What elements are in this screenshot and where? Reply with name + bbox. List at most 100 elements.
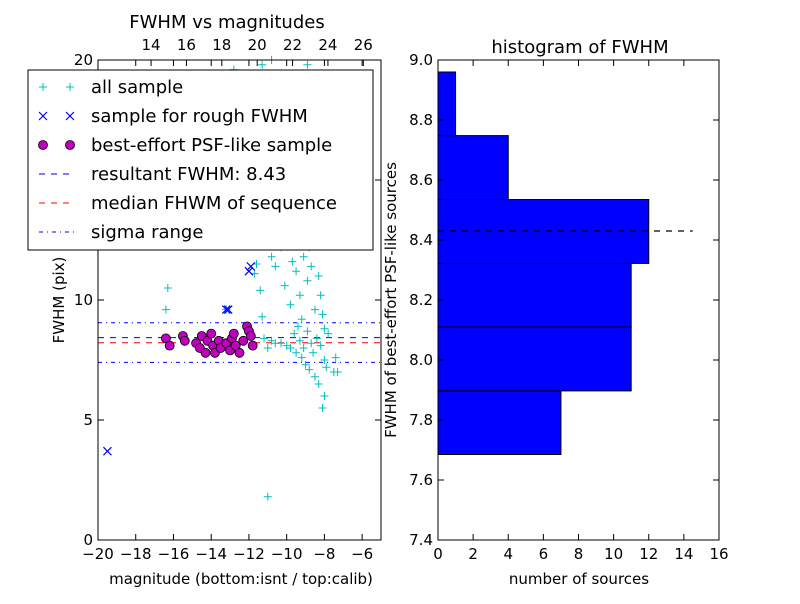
all-sample-point (320, 324, 329, 333)
legend-label-sigma: sigma range (91, 222, 203, 243)
scatter-x-tick-label: −8 (313, 545, 335, 563)
histogram-bar (437, 262, 632, 328)
rough-sample-point (103, 446, 112, 456)
legend-rough-marker (38, 111, 48, 121)
rough-sample-point (221, 305, 231, 315)
histogram-y-tick-label: 9.0 (409, 51, 433, 69)
all-sample-point (299, 344, 308, 352)
scatter-x-label: magnitude (bottom:isnt / top:calib) (109, 570, 373, 588)
rough-sample-point (244, 266, 254, 276)
legend-all-sample-marker (39, 83, 47, 91)
all-sample-point (263, 492, 272, 501)
scatter-x-tick-label: −18 (120, 545, 152, 563)
histogram-x-label: number of sources (509, 570, 649, 588)
all-sample-point (271, 262, 280, 271)
legend-rough-marker (65, 111, 75, 121)
all-sample-point (310, 372, 319, 381)
histogram-y-tick-label: 8.0 (409, 351, 433, 369)
all-sample-point (303, 327, 312, 336)
all-sample-point (163, 284, 172, 292)
all-sample-point (318, 404, 327, 412)
best-effort-point (228, 328, 239, 339)
histogram-bar (437, 390, 562, 455)
legend-label-resultant: resultant FWHM: 8.43 (91, 164, 286, 185)
legend-best-effort-marker (38, 140, 48, 150)
histogram-y-tick-label: 8.4 (409, 231, 433, 249)
histogram-x-tick-label: 12 (639, 545, 658, 563)
all-sample-point (293, 322, 302, 331)
histogram-x-tick-label: 16 (709, 545, 728, 563)
scatter-x-tick-label: −6 (351, 545, 373, 563)
all-sample-point (303, 276, 312, 285)
all-sample-point (320, 356, 329, 364)
all-sample-point (316, 291, 325, 300)
histogram-y-tick-label: 7.8 (409, 411, 433, 429)
all-sample-point (316, 341, 325, 350)
all-sample-point (292, 348, 301, 357)
legend-best-effort-marker (65, 140, 75, 150)
histogram-y-tick-label: 7.4 (409, 531, 433, 549)
scatter-top-tick-label: 18 (212, 36, 231, 54)
histogram-y-tick-label: 8.6 (409, 171, 433, 189)
best-effort-point (200, 347, 211, 358)
all-sample-point (267, 336, 276, 345)
best-effort-point (247, 340, 258, 351)
all-sample-point (280, 281, 289, 290)
all-sample-point (282, 341, 291, 350)
histogram-x-tick-label: 0 (433, 545, 443, 563)
histogram-title: histogram of FWHM (491, 37, 668, 58)
all-sample-point (333, 368, 342, 376)
all-sample-point (288, 257, 297, 266)
histogram-panel: 0 2 4 6 8 10 12 14 16 7.4 7.6 7.8 8.0 8.2 8.4 8.6 8.8 9.0… (382, 37, 729, 588)
best-effort-point (164, 340, 175, 351)
histogram-y-label: FWHM of best-effort PSF-like sources (382, 162, 400, 438)
all-sample-point (161, 305, 170, 314)
scatter-legend: all sample sample for rough FWHM best-effo… (27, 69, 374, 251)
scatter-y-label: FWHM (pix) (50, 257, 68, 344)
histogram-x-tick-label: 10 (604, 545, 623, 563)
all-sample-point (256, 286, 265, 295)
histogram-plot-area (437, 71, 693, 455)
all-sample-point (290, 329, 299, 338)
legend-label-rough: sample for rough FWHM (91, 106, 308, 127)
histogram-y-tick-label: 7.6 (409, 471, 433, 489)
scatter-x-tick-label: −16 (158, 545, 190, 563)
scatter-panel: −20 −18 −16 −14 −12 −10 −8 −6 14 16 18 20 22 24 26 0 5 10… (27, 12, 382, 588)
all-sample-point (299, 252, 308, 261)
legend-box (27, 69, 374, 251)
histogram-x-tick-label: 8 (574, 545, 584, 563)
histogram-x-tick-label: 4 (503, 545, 513, 563)
histogram-x-tick-label: 14 (674, 545, 693, 563)
histogram-y-tick-label: 8.2 (409, 291, 433, 309)
all-sample-point (314, 272, 323, 280)
scatter-top-tick-label: 14 (142, 36, 161, 54)
all-sample-point (297, 353, 306, 362)
scatter-x-tick-label: −12 (233, 545, 265, 563)
best-effort-point (238, 335, 249, 346)
all-sample-point (318, 310, 327, 319)
scatter-top-tick-label: 20 (248, 36, 267, 54)
histogram-x-tick-label: 2 (468, 545, 478, 563)
histogram-bar (437, 326, 632, 392)
all-sample-point (297, 315, 306, 324)
all-sample-point (295, 291, 304, 300)
best-effort-point (234, 347, 245, 358)
histogram-ticks: 0 2 4 6 8 10 12 14 16 7.4 7.6 7.8 8.0 8.2 8.4 8.6 8.8 9.0 (409, 51, 728, 563)
scatter-x-tick-label: −20 (82, 545, 114, 563)
all-sample-point (320, 392, 329, 400)
all-sample-point (310, 305, 319, 314)
histogram-y-tick-label: 8.8 (409, 111, 433, 129)
histogram-bar (437, 199, 650, 264)
all-sample-point (324, 329, 333, 338)
all-sample-point (314, 380, 323, 388)
all-sample-point (312, 334, 321, 343)
all-sample-point (258, 312, 267, 321)
scatter-top-tick-label: 26 (354, 36, 373, 54)
all-sample-point (263, 344, 272, 352)
all-sample-point (286, 300, 295, 309)
scatter-y-tick-label: 20 (74, 51, 93, 69)
best-effort-point (206, 328, 217, 339)
scatter-top-tick-label: 16 (177, 36, 196, 54)
histogram-x-tick-label: 6 (539, 545, 549, 563)
legend-all-sample-marker (66, 83, 74, 91)
